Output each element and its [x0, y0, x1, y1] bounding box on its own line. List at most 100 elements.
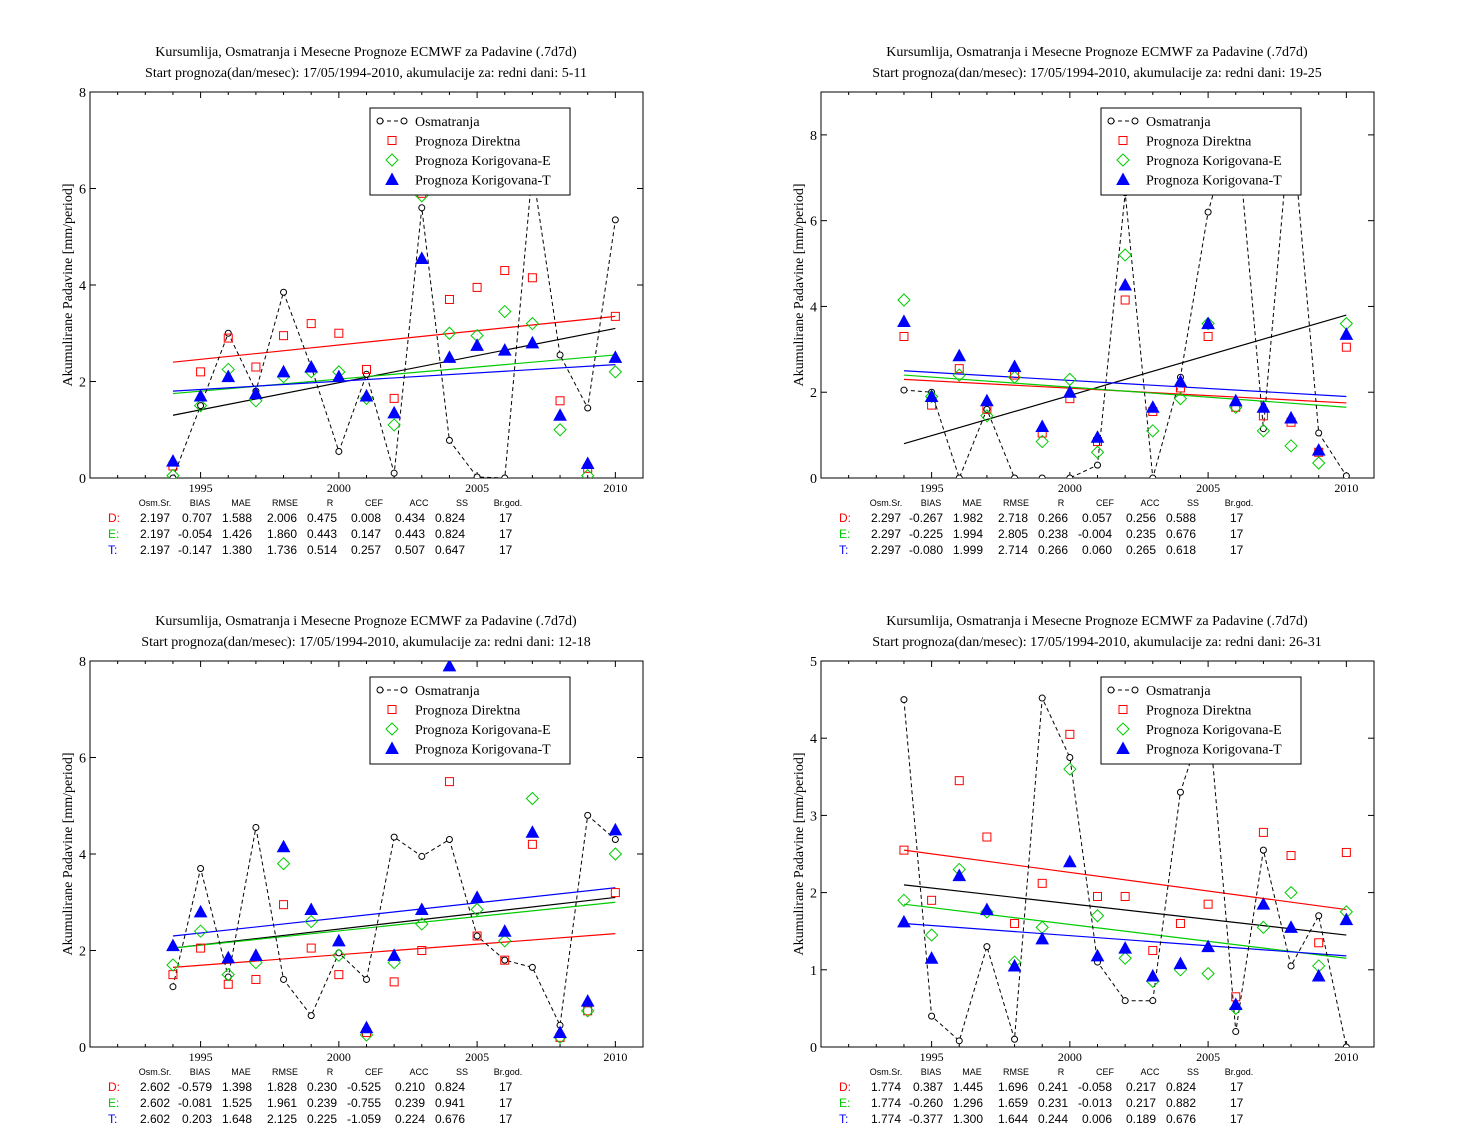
stats-cell: 0.434 — [395, 511, 425, 525]
stats-header-cell: SS — [1187, 1067, 1199, 1077]
obs-point — [197, 864, 205, 872]
corr-t-point — [193, 388, 208, 402]
stats-cell: 2.297 — [871, 527, 901, 541]
legend: Osmatranja Prognoza Direktna Prognoza Kori… — [1100, 676, 1302, 765]
corr-t-point — [924, 389, 939, 403]
obs-point — [169, 983, 177, 991]
corr-t-point — [166, 938, 180, 952]
stats-cell: 0.824 — [1166, 1080, 1196, 1094]
direct-point — [444, 777, 454, 787]
stats-cell: 1.982 — [953, 511, 983, 525]
stats-header-cell: BIAS — [921, 1067, 942, 1077]
stats-cell: 17 — [1230, 1112, 1244, 1126]
stats-cell: 0.647 — [435, 543, 465, 557]
legend-marker-direct — [387, 705, 397, 714]
chart-title: Kursumlija, Osmatranja i Mesecne Prognoz… — [886, 45, 1308, 60]
stats-cell: 2.197 — [140, 527, 170, 541]
stats-cell: 1.774 — [871, 1080, 901, 1094]
chart-subtitle: Start prognoza(dan/mesec): 17/05/1994-20… — [141, 635, 590, 650]
stats-header-cell: ACC — [409, 1067, 429, 1077]
corr-e-point — [1256, 920, 1271, 935]
stats-header-cell: CEF — [1096, 498, 1115, 508]
stats-header-cell: MAE — [962, 498, 982, 508]
corr-t-point — [497, 343, 512, 356]
direct-point — [500, 955, 510, 965]
stats-table: Osm.Sr. BIAS MAE RMSE R CEF ACC SS Br.god. D: 1.77… — [839, 1067, 1253, 1126]
direct-point — [1037, 878, 1047, 888]
corr-t-point — [276, 364, 291, 378]
x-tick-label: 1995 — [189, 481, 213, 495]
direct-point — [306, 943, 316, 953]
y-tick-label: 2 — [79, 945, 86, 960]
obs-point — [1121, 997, 1129, 1005]
corr-t-point — [553, 1025, 567, 1039]
corr-e-point — [924, 928, 939, 942]
direct-point — [1314, 938, 1324, 948]
stats-cell: 17 — [1230, 511, 1244, 525]
direct-point — [334, 328, 344, 338]
stats-cell: 1.828 — [267, 1080, 297, 1094]
corr-t-point — [525, 825, 540, 838]
obs-point — [1038, 694, 1046, 702]
y-tick-label: 0 — [79, 472, 86, 487]
stats-cell: 1.860 — [267, 527, 297, 541]
legend-marker-direct — [1118, 705, 1128, 714]
stats-cell: 0.210 — [395, 1080, 425, 1094]
stats-cell: -0.058 — [1078, 1080, 1112, 1094]
plot-area — [166, 661, 623, 1045]
stats-header-cell: ACC — [1140, 498, 1160, 508]
legend-label-corr_e: Prognoza Korigovana-E — [415, 154, 551, 169]
legend-marker-corr_t — [385, 741, 399, 754]
direct-point — [1203, 899, 1213, 909]
direct-point — [196, 943, 206, 953]
corr-t-point — [276, 839, 291, 853]
direct-point — [1120, 295, 1130, 305]
corr-e-point — [1173, 391, 1188, 406]
direct-point — [1341, 342, 1351, 352]
legend: Osmatranja Prognoza Direktna Prognoza Kori… — [1100, 107, 1302, 196]
corr-e-point — [924, 389, 939, 404]
stats-cell: 0.707 — [182, 511, 212, 525]
y-tick-label: 8 — [79, 86, 86, 101]
obs-point — [280, 975, 288, 983]
corr-e-point — [525, 791, 540, 806]
x-tick-label: 2005 — [1196, 1050, 1220, 1064]
plot-area — [897, 694, 1354, 1047]
corr-t-point — [897, 314, 911, 327]
stats-row-label: T: — [108, 543, 117, 557]
obs-point — [1011, 474, 1019, 478]
stats-row-label: E: — [839, 527, 850, 541]
obs-point — [197, 402, 205, 410]
corr-t-point — [249, 386, 263, 400]
stats-header-cell: SS — [456, 1067, 468, 1077]
stats-cell: 1.588 — [222, 511, 252, 525]
legend-marker-corr_t — [385, 172, 399, 185]
obs-point — [1204, 208, 1212, 216]
corr-t-point — [442, 661, 457, 672]
legend: Osmatranja Prognoza Direktna Prognoza Kori… — [369, 676, 571, 765]
trend-line-obs — [172, 896, 616, 949]
direct-point — [583, 1006, 593, 1016]
corr-t-point — [1118, 277, 1132, 291]
corr-t-point — [1173, 374, 1188, 387]
stats-header-cell: R — [327, 1067, 334, 1077]
stats-cell: -0.267 — [909, 511, 943, 525]
stats-row-label: T: — [839, 1112, 848, 1126]
y-tick-label: 3 — [810, 809, 817, 824]
obs-point — [1066, 754, 1074, 761]
corr-t-point — [1035, 419, 1050, 433]
direct-point — [1148, 946, 1158, 955]
corr-t-point — [1256, 897, 1271, 910]
corr-t-point — [1311, 443, 1326, 456]
corr-e-point — [276, 856, 291, 871]
corr-e-point — [1284, 439, 1298, 453]
x-tick-label: 1995 — [189, 1050, 213, 1064]
corr-e-point — [1201, 316, 1215, 331]
stats-cell: 2.197 — [140, 543, 170, 557]
corr-t-point — [1339, 327, 1354, 340]
direct-point — [1203, 331, 1213, 341]
corr-e-point — [897, 893, 911, 908]
stats-cell: 0.256 — [1126, 511, 1156, 525]
corr-e-point — [447, 661, 452, 663]
stats-row-label: D: — [839, 511, 851, 525]
